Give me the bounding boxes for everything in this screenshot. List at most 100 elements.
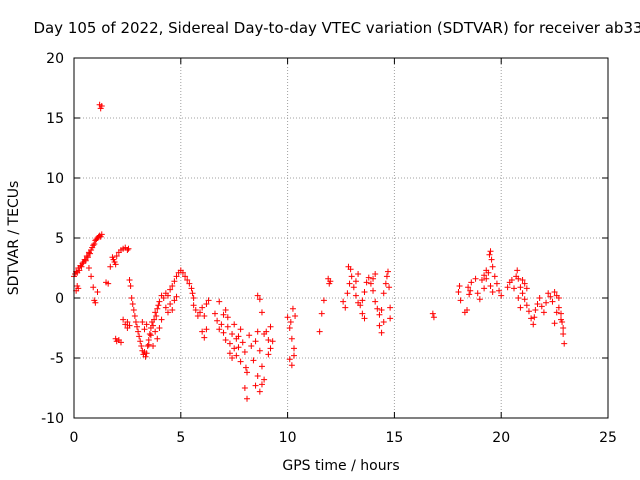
data-point: [430, 314, 437, 321]
data-point: [242, 364, 249, 371]
data-point: [376, 322, 383, 329]
data-point: [384, 268, 391, 275]
data-point: [244, 395, 251, 402]
data-point: [318, 310, 325, 317]
data-point: [218, 321, 225, 328]
data-point: [359, 297, 366, 304]
data-point: [284, 314, 291, 321]
axis-ticks: [73, 57, 609, 419]
data-point: [558, 310, 565, 317]
data-point: [380, 319, 387, 325]
data-point: [532, 307, 539, 313]
data-point: [216, 298, 223, 305]
data-point: [551, 320, 558, 327]
data-point: [85, 265, 92, 271]
data-point: [241, 385, 248, 391]
data-point: [179, 269, 186, 276]
data-point: [348, 273, 355, 280]
data-point: [515, 275, 522, 282]
data-point: [292, 313, 299, 319]
data-point: [87, 250, 94, 257]
data-point: [220, 329, 227, 336]
data-point: [551, 289, 558, 295]
data-point: [235, 333, 242, 340]
data-point: [224, 323, 231, 330]
data-point: [201, 334, 208, 341]
data-point: [156, 298, 163, 305]
data-point: [478, 277, 485, 283]
data-point: [79, 260, 86, 267]
data-point: [239, 339, 246, 346]
data-point: [468, 279, 475, 286]
data-point: [134, 323, 141, 330]
data-point: [545, 290, 552, 297]
data-point: [222, 307, 229, 313]
data-point: [76, 267, 83, 274]
data-point: [152, 309, 159, 316]
data-point: [186, 280, 193, 287]
data-point: [265, 351, 272, 358]
data-point: [142, 353, 149, 360]
data-point: [237, 326, 244, 333]
data-point: [81, 256, 88, 263]
x-tick-label: 20: [492, 430, 510, 446]
grid-lines: [74, 58, 608, 418]
data-point: [125, 245, 132, 252]
data-point: [129, 301, 136, 307]
data-point: [466, 291, 473, 298]
data-point: [214, 317, 221, 324]
data-point: [143, 321, 150, 328]
data-point: [199, 328, 206, 335]
data-point: [291, 352, 298, 359]
data-point: [340, 298, 347, 305]
data-point: [153, 313, 160, 319]
data-point: [465, 284, 472, 291]
data-point: [136, 333, 143, 340]
data-point: [483, 275, 490, 282]
data-point: [117, 339, 124, 346]
data-point: [164, 292, 171, 299]
data-point: [461, 309, 468, 316]
data-point: [143, 350, 150, 357]
data-point: [258, 363, 265, 370]
x-tick-label: 10: [279, 430, 297, 446]
data-point: [521, 296, 528, 303]
data-point: [237, 358, 244, 365]
data-point: [94, 289, 101, 295]
y-tick-label: 15: [46, 111, 64, 127]
data-point: [113, 253, 120, 259]
x-tick-label: 5: [176, 430, 185, 446]
data-point: [184, 277, 191, 283]
data-point: [151, 316, 158, 323]
data-point: [131, 313, 138, 319]
data-point: [457, 297, 464, 304]
data-point: [167, 286, 174, 293]
data-point: [289, 305, 296, 312]
data-point: [135, 328, 142, 335]
data-point: [194, 313, 201, 319]
data-point: [536, 295, 543, 301]
data-point: [286, 356, 293, 363]
data-point: [167, 301, 174, 307]
data-point: [525, 308, 532, 315]
data-point: [162, 304, 169, 311]
data-point: [519, 290, 526, 297]
data-point: [222, 337, 229, 343]
y-tick-label: 5: [55, 231, 64, 247]
data-point: [517, 304, 524, 311]
data-point: [288, 335, 295, 342]
data-point: [226, 340, 233, 347]
data-point: [361, 289, 368, 295]
data-point: [560, 325, 567, 331]
data-point: [387, 315, 394, 322]
data-point: [112, 261, 119, 268]
data-point: [467, 287, 474, 294]
data-point: [327, 278, 334, 285]
data-point: [137, 338, 144, 345]
data-point: [199, 304, 206, 311]
data-point: [352, 278, 359, 285]
data-point: [241, 349, 248, 355]
data-point: [493, 280, 500, 287]
data-point: [514, 267, 521, 274]
data-point: [203, 301, 210, 307]
